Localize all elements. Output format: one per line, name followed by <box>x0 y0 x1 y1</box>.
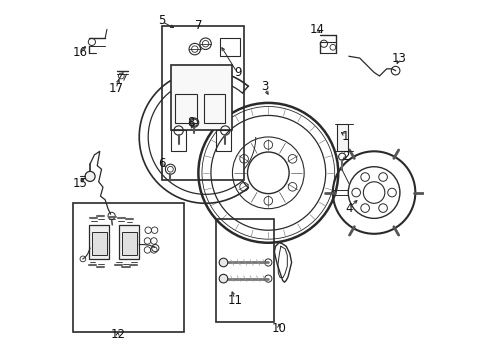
Bar <box>162 26 245 180</box>
Bar <box>172 65 232 130</box>
Bar <box>122 232 137 255</box>
Text: 3: 3 <box>261 80 269 93</box>
Bar <box>216 130 231 151</box>
Circle shape <box>219 258 228 267</box>
Bar <box>89 225 109 259</box>
Text: 12: 12 <box>110 328 125 341</box>
Bar <box>220 39 240 56</box>
Text: 6: 6 <box>158 157 166 170</box>
Bar <box>175 94 196 123</box>
Bar <box>337 125 347 151</box>
Text: 5: 5 <box>158 14 166 27</box>
Text: 4: 4 <box>345 202 353 215</box>
Bar <box>120 225 139 259</box>
Text: 14: 14 <box>309 23 324 36</box>
Bar <box>216 220 274 321</box>
Circle shape <box>85 171 95 181</box>
Text: 10: 10 <box>271 322 287 335</box>
Circle shape <box>219 274 228 283</box>
Text: 15: 15 <box>73 177 88 190</box>
Text: 11: 11 <box>227 294 243 307</box>
Text: 8: 8 <box>188 116 195 129</box>
Text: 13: 13 <box>392 51 407 64</box>
Bar <box>172 130 186 151</box>
Bar <box>73 203 184 332</box>
Text: 2: 2 <box>342 150 349 163</box>
Text: 7: 7 <box>195 19 202 32</box>
Bar <box>92 232 107 255</box>
Text: 1: 1 <box>342 130 349 144</box>
Text: 16: 16 <box>73 46 88 59</box>
Text: 17: 17 <box>108 82 123 95</box>
Bar <box>204 94 225 123</box>
Text: 9: 9 <box>234 66 242 79</box>
